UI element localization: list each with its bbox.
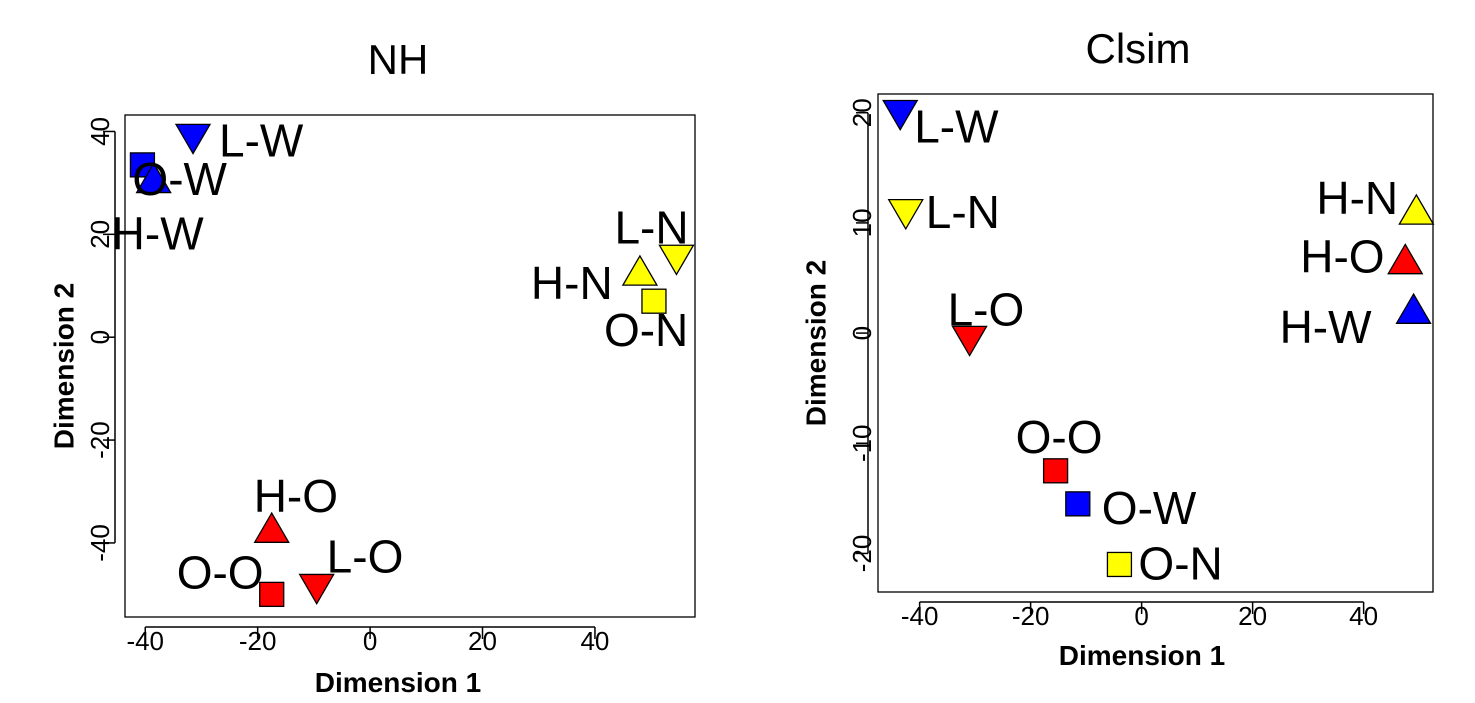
y-tick-label: 40 bbox=[85, 117, 115, 146]
point-label-l-w: L-W bbox=[219, 115, 304, 167]
point-label-h-n: H-N bbox=[1316, 172, 1398, 224]
y-tick-label: 0 bbox=[85, 330, 115, 344]
data-point-h-w bbox=[1395, 292, 1432, 324]
point-label-h-w: H-W bbox=[112, 207, 205, 259]
point-label-l-o: L-O bbox=[327, 531, 404, 583]
point-label-l-w: L-W bbox=[914, 101, 999, 153]
data-point-l-w bbox=[882, 99, 919, 132]
data-point-o-o bbox=[1042, 458, 1069, 484]
y-tick-label: 10 bbox=[847, 208, 877, 237]
chart-panel-clsim: Clsim -40 -20 0 20 40 Dimension 1 -20 -10 0 10 20 Di… bbox=[800, 25, 1435, 671]
x-tick-label: -20 bbox=[1012, 601, 1050, 631]
y-tick-label: -40 bbox=[85, 524, 115, 562]
data-point-o-o bbox=[259, 581, 285, 608]
y-tick-label: -20 bbox=[847, 535, 877, 573]
y-tick-label: 20 bbox=[85, 220, 115, 249]
chart-panel-nh: NH -40 -20 0 20 40 Dimension 1 -40 -20 0 20 40 Dimen… bbox=[48, 36, 696, 698]
data-point-h-o bbox=[253, 511, 290, 543]
x-tick-label: -40 bbox=[126, 626, 164, 656]
x-axis-title: Dimension 1 bbox=[315, 667, 481, 698]
point-label-l-n: L-N bbox=[614, 201, 688, 253]
chart-title: Clsim bbox=[1086, 25, 1191, 72]
data-point-o-w bbox=[1065, 491, 1091, 517]
y-tick-label: 20 bbox=[847, 98, 877, 127]
data-point-l-o bbox=[951, 325, 988, 357]
chart-title: NH bbox=[368, 36, 429, 83]
point-label-o-w: O-W bbox=[132, 153, 227, 205]
point-label-h-w: H-W bbox=[1280, 301, 1373, 353]
point-label-h-o: H-O bbox=[1300, 230, 1384, 282]
x-tick-label: 40 bbox=[580, 626, 609, 656]
point-label-l-n: L-N bbox=[926, 186, 1000, 238]
y-tick-label: 0 bbox=[847, 326, 877, 340]
point-label-o-w: O-W bbox=[1102, 482, 1197, 534]
data-point-l-w bbox=[174, 123, 212, 155]
point-label-h-o: H-O bbox=[254, 470, 338, 522]
x-tick-label: 0 bbox=[1134, 601, 1148, 631]
x-tick-label: 0 bbox=[363, 626, 377, 656]
data-point-h-n bbox=[1398, 193, 1435, 225]
data-point-l-n bbox=[658, 244, 695, 276]
point-label-o-o: O-O bbox=[177, 546, 264, 598]
y-axis-title: Dimension 2 bbox=[800, 260, 831, 426]
x-tick-label: -40 bbox=[901, 601, 939, 631]
data-point-h-n bbox=[621, 254, 659, 286]
data-point-o-n bbox=[641, 288, 667, 314]
data-point-h-w bbox=[135, 162, 172, 194]
plot-frame bbox=[877, 93, 1434, 593]
data-point-l-o bbox=[298, 573, 335, 605]
point-label-l-o: L-O bbox=[948, 284, 1025, 336]
x-tick-label: 40 bbox=[1349, 601, 1378, 631]
x-tick-label: -20 bbox=[239, 626, 277, 656]
point-label-h-n: H-N bbox=[531, 257, 613, 309]
y-tick-label: -20 bbox=[85, 421, 115, 459]
data-point-o-n bbox=[1106, 551, 1133, 578]
x-tick-label: 20 bbox=[468, 626, 497, 656]
x-tick-label: 20 bbox=[1238, 601, 1267, 631]
data-point-l-n bbox=[887, 198, 924, 231]
y-axis-title: Dimension 2 bbox=[48, 283, 79, 449]
data-point-h-o bbox=[1387, 243, 1424, 275]
x-axis-title: Dimension 1 bbox=[1059, 640, 1225, 671]
point-label-o-n: O-N bbox=[1138, 537, 1222, 589]
point-label-o-n: O-N bbox=[604, 304, 688, 356]
point-label-o-o: O-O bbox=[1016, 411, 1103, 463]
y-tick-label: -10 bbox=[847, 424, 877, 462]
plot-frame bbox=[124, 114, 696, 618]
